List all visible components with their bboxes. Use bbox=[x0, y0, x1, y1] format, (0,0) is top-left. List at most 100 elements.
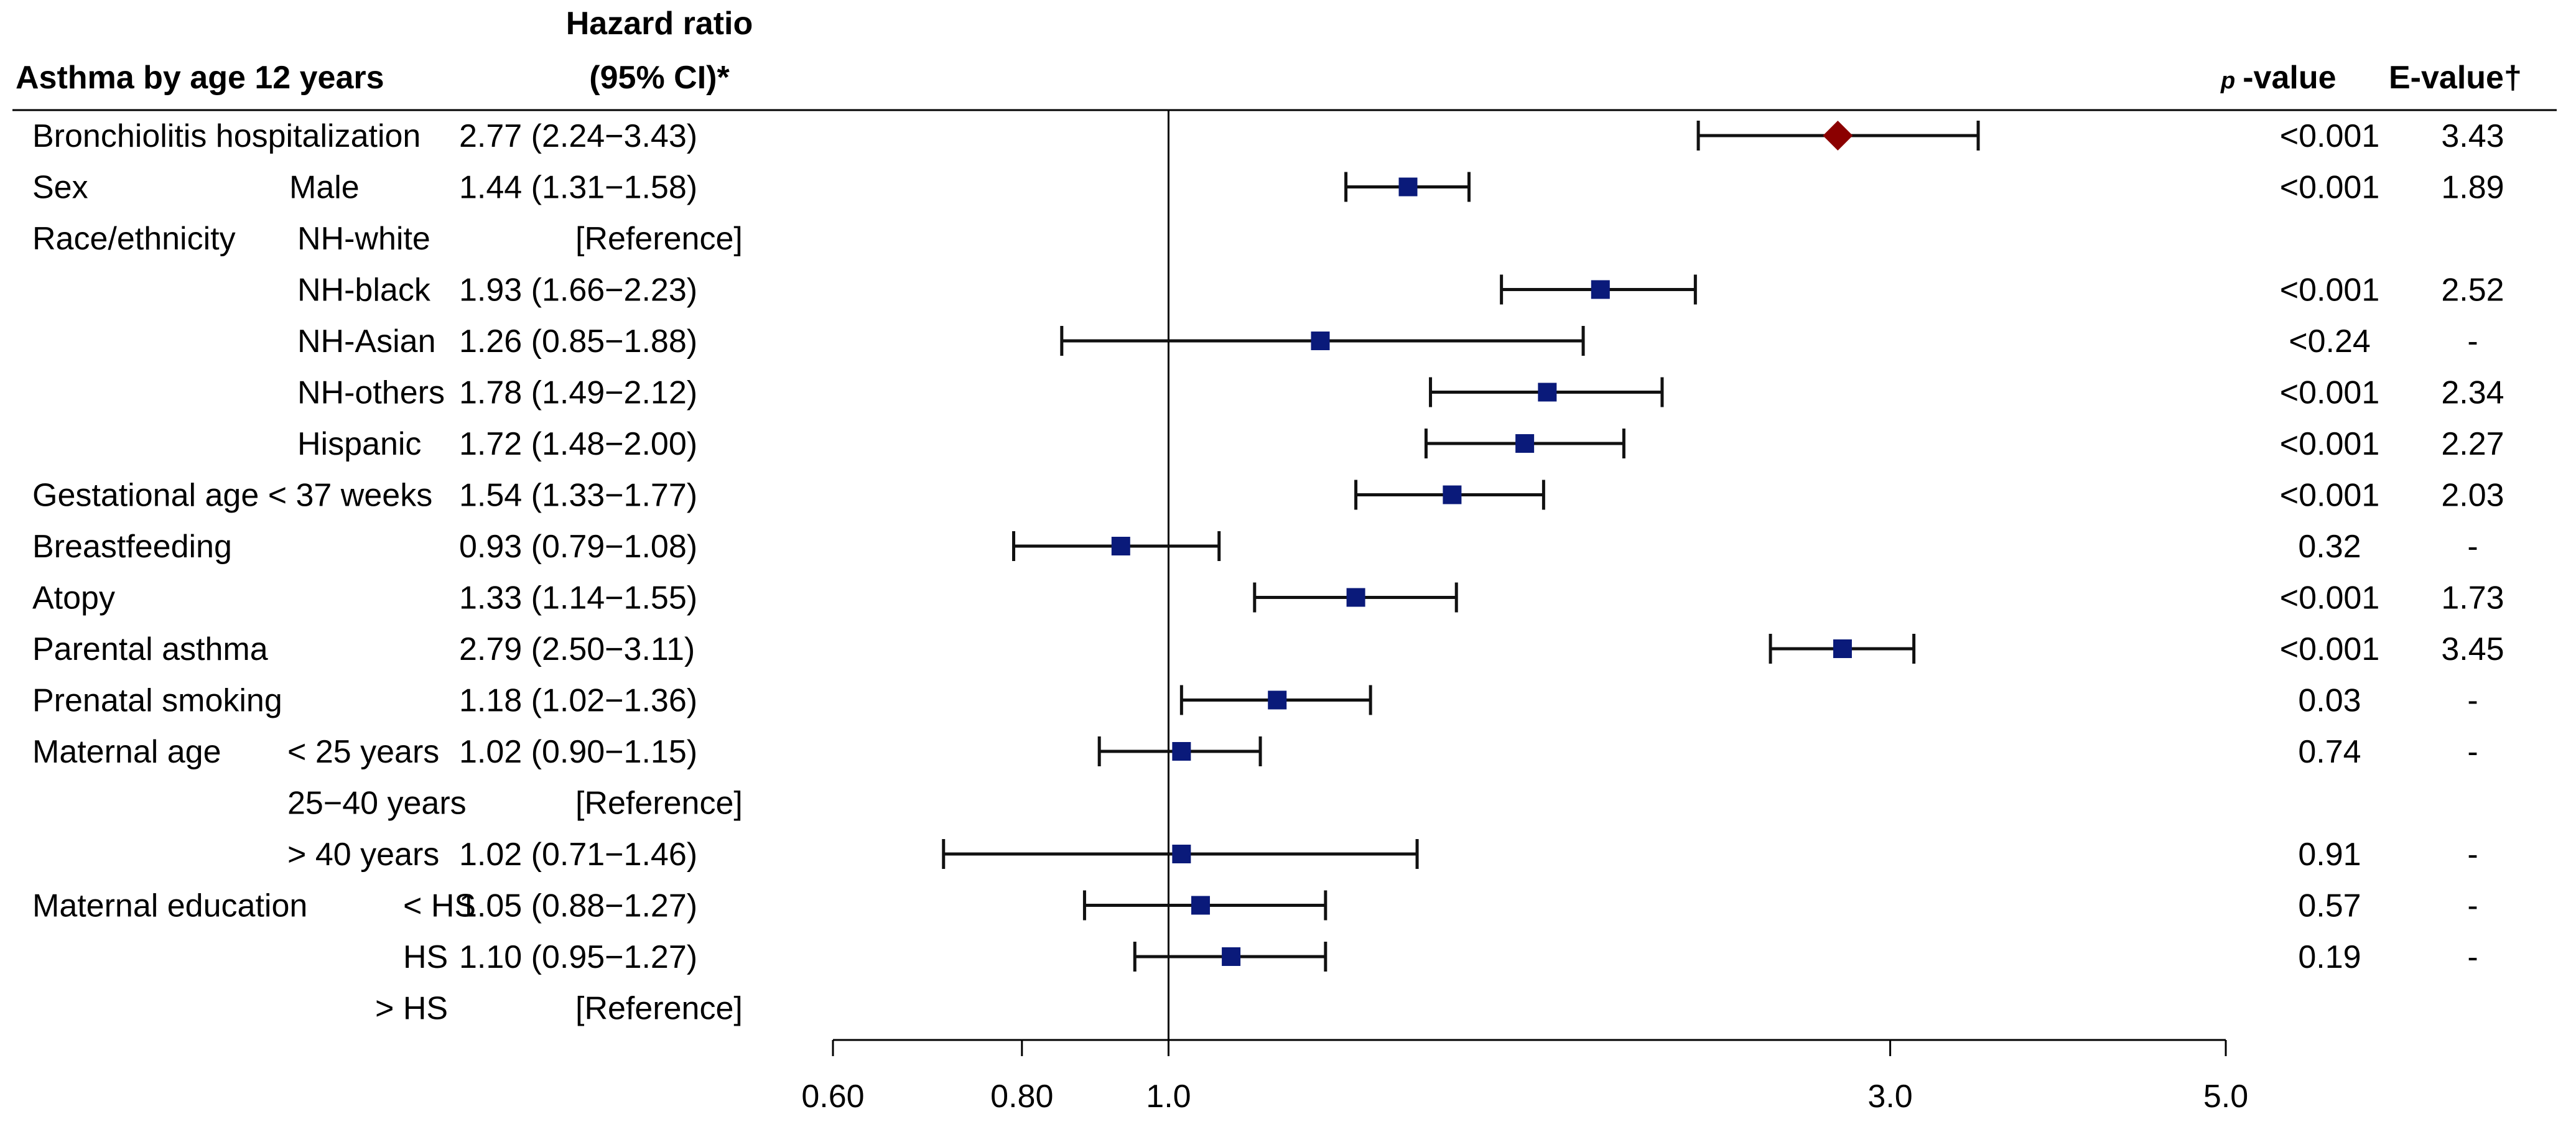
table-row: Bronchiolitis hospitalization 2.77 (2.24−… bbox=[32, 118, 2504, 154]
row-variable: Parental asthma bbox=[32, 631, 268, 667]
row-p-value: 0.03 bbox=[2298, 683, 2361, 719]
table-row: Hispanic 1.72 (1.48−2.00) <0.001 2.27 bbox=[297, 426, 2504, 462]
row-hr: 1.78 (1.49−2.12) bbox=[459, 375, 697, 411]
row-e-value: - bbox=[2467, 734, 2478, 770]
column-headers: Asthma by age 12 years Hazard ratio (95%… bbox=[16, 6, 2522, 96]
row-p-value: <0.001 bbox=[2280, 426, 2380, 462]
row-hr: 2.79 (2.50−3.11) bbox=[459, 631, 695, 667]
header-e-value: E-value† bbox=[2389, 60, 2522, 96]
row-e-value: - bbox=[2467, 323, 2478, 360]
row-hr: 1.05 (0.88−1.27) bbox=[459, 888, 697, 924]
row-variable: Prenatal smoking bbox=[32, 683, 282, 719]
row-hr: 1.44 (1.31−1.58) bbox=[459, 170, 697, 206]
row-e-value: - bbox=[2467, 888, 2478, 924]
row-variable: Atopy bbox=[32, 580, 115, 616]
table-row: Prenatal smoking 1.18 (1.02−1.36) 0.03 - bbox=[32, 683, 2478, 719]
table-row: HS 1.10 (0.95−1.27) 0.19 - bbox=[403, 939, 2478, 975]
table-row: Maternal education < HS1.05 (0.88−1.27) 0.… bbox=[32, 888, 2478, 924]
row-level: < HS bbox=[403, 888, 476, 924]
row-e-value: 2.27 bbox=[2441, 426, 2504, 462]
row-variable: Maternal age bbox=[32, 734, 221, 770]
row-p-value: <0.001 bbox=[2280, 580, 2380, 616]
row-hr: 1.33 (1.14−1.55) bbox=[459, 580, 697, 616]
x-tick-label: 3.0 bbox=[1867, 1079, 1912, 1115]
row-level: NH-Asian bbox=[297, 323, 436, 360]
row-p-value: <0.001 bbox=[2280, 375, 2380, 411]
row-e-value: - bbox=[2467, 529, 2478, 565]
row-e-value: 1.89 bbox=[2441, 170, 2504, 206]
row-p-value: 0.32 bbox=[2298, 529, 2361, 565]
row-hr: 1.72 (1.48−2.00) bbox=[459, 426, 697, 462]
header-p-suffix: -value bbox=[2243, 60, 2336, 96]
x-tick-label: 5.0 bbox=[2203, 1079, 2248, 1115]
row-level: > HS bbox=[375, 991, 448, 1027]
point-estimate bbox=[1172, 742, 1191, 761]
plot-marks bbox=[942, 110, 1980, 1040]
row-level: NH-white bbox=[297, 221, 430, 257]
row-p-value: <0.001 bbox=[2280, 631, 2380, 667]
point-estimate bbox=[1222, 947, 1241, 966]
table-row: > 40 years 1.02 (0.71−1.46) 0.91 - bbox=[287, 837, 2478, 873]
row-hr: [Reference] bbox=[575, 786, 743, 822]
row-hr: 2.77 (2.24−3.43) bbox=[459, 118, 697, 154]
point-estimate-diamond bbox=[1823, 121, 1853, 151]
point-estimate bbox=[1172, 845, 1191, 863]
table-row: > HS [Reference] bbox=[375, 991, 743, 1027]
row-level: < 25 years bbox=[287, 734, 439, 770]
table-row: 25−40 years [Reference] bbox=[287, 786, 743, 822]
row-p-value: <0.001 bbox=[2280, 272, 2380, 309]
point-estimate bbox=[1111, 537, 1130, 555]
row-hr: [Reference] bbox=[575, 221, 743, 257]
row-e-value: 2.34 bbox=[2441, 375, 2504, 411]
x-axis: 0.60 0.80 1.0 3.0 5.0 bbox=[801, 1039, 2248, 1115]
row-e-value: - bbox=[2467, 683, 2478, 719]
point-estimate bbox=[1398, 177, 1418, 197]
row-variable: Breastfeeding bbox=[32, 529, 232, 565]
table-row: Gestational age < 37 weeks 1.54 (1.33−1.7… bbox=[32, 478, 2504, 514]
row-variable: Gestational age < 37 weeks bbox=[32, 478, 432, 514]
table-row: Maternal age < 25 years 1.02 (0.90−1.15) 0.… bbox=[32, 734, 2478, 770]
x-tick-label: 1.0 bbox=[1146, 1079, 1191, 1115]
row-variable: Maternal education bbox=[32, 888, 307, 924]
point-estimate bbox=[1515, 434, 1535, 453]
row-level: HS bbox=[403, 939, 448, 975]
row-hr: 1.54 (1.33−1.77) bbox=[459, 478, 697, 514]
row-e-value: 3.45 bbox=[2441, 631, 2504, 667]
row-hr: 1.93 (1.66−2.23) bbox=[459, 272, 697, 309]
point-estimate bbox=[1538, 383, 1557, 402]
header-outcome: Asthma by age 12 years bbox=[16, 60, 384, 96]
row-level: Hispanic bbox=[297, 426, 421, 462]
point-estimate bbox=[1443, 485, 1462, 504]
header-p-italic: p bbox=[2220, 68, 2235, 94]
row-level: 25−40 years bbox=[287, 786, 467, 822]
table-row: Breastfeeding 0.93 (0.79−1.08) 0.32 - bbox=[32, 529, 2478, 565]
point-estimate bbox=[1346, 588, 1365, 607]
point-estimate bbox=[1591, 280, 1610, 299]
point-estimate bbox=[1268, 690, 1287, 710]
row-hr: 1.10 (0.95−1.27) bbox=[459, 939, 697, 975]
table-row: NH-others 1.78 (1.49−2.12) <0.001 2.34 bbox=[297, 375, 2504, 411]
row-hr: 1.02 (0.90−1.15) bbox=[459, 734, 697, 770]
row-hr: 1.26 (0.85−1.88) bbox=[459, 323, 697, 360]
x-tick-label: 0.80 bbox=[990, 1079, 1053, 1115]
row-hr: 1.02 (0.71−1.46) bbox=[459, 837, 697, 873]
point-estimate bbox=[1191, 896, 1210, 915]
row-p-value: 0.19 bbox=[2298, 939, 2361, 975]
table-row: Race/ethnicity NH-white [Reference] bbox=[32, 221, 743, 257]
row-e-value: 1.73 bbox=[2441, 580, 2504, 616]
table-row: Atopy 1.33 (1.14−1.55) <0.001 1.73 bbox=[32, 580, 2504, 616]
row-level: > 40 years bbox=[287, 837, 439, 873]
table-row: Parental asthma 2.79 (2.50−3.11) <0.001 3.4… bbox=[32, 631, 2504, 667]
table-row: Sex Male 1.44 (1.31−1.58) <0.001 1.89 bbox=[32, 170, 2504, 206]
x-tick-label: 0.60 bbox=[801, 1079, 864, 1115]
table-rows: Bronchiolitis hospitalization 2.77 (2.24−… bbox=[32, 118, 2504, 1027]
row-hr: 0.93 (0.79−1.08) bbox=[459, 529, 697, 565]
row-hr: [Reference] bbox=[575, 991, 743, 1027]
row-level: NH-others bbox=[297, 375, 445, 411]
header-ci: (95% CI)* bbox=[589, 60, 730, 96]
row-level: NH-black bbox=[297, 272, 431, 309]
row-variable: Race/ethnicity bbox=[32, 221, 236, 257]
header-hazard-ratio: Hazard ratio bbox=[566, 6, 753, 42]
row-variable: Bronchiolitis hospitalization bbox=[32, 118, 421, 154]
